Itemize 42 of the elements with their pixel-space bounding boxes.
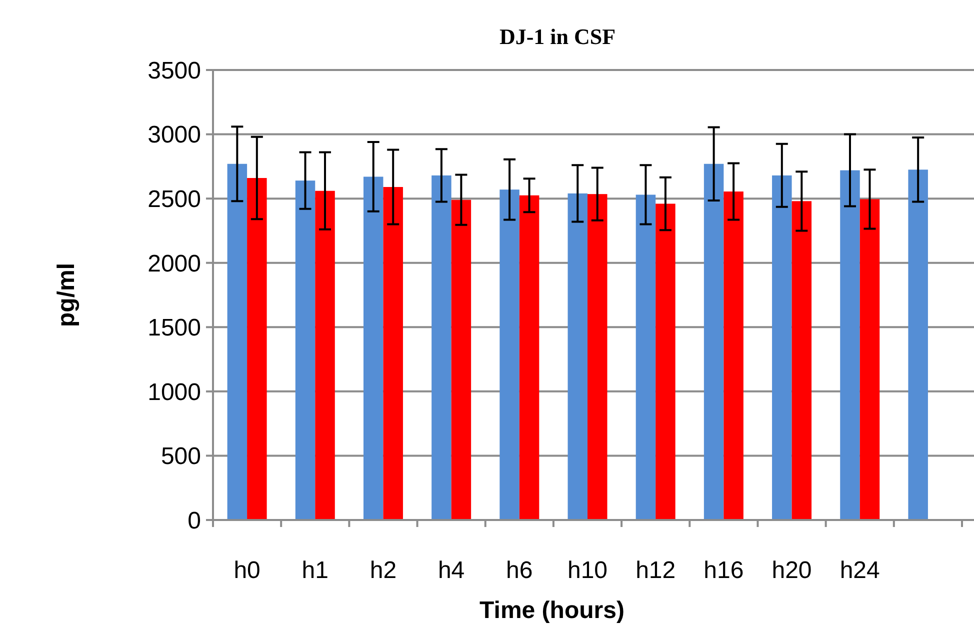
y-tick-label: 2500 [148,186,201,213]
y-axis-title: pg/ml [53,263,80,327]
bar [772,175,792,520]
y-tick-label: 3000 [148,122,201,149]
bar [363,176,384,520]
bar [588,194,608,520]
bar [519,195,540,520]
x-tick-label: h1 [302,557,328,584]
x-tick-label: h10 [567,557,608,584]
x-tick-label: h16 [704,557,744,584]
bar [840,170,860,520]
bar [704,164,724,520]
bar [656,204,676,520]
y-tick-label: 500 [160,443,201,470]
y-tick-label: 1000 [148,378,201,406]
y-tick-label: 2000 [148,250,201,278]
x-tick-label: h6 [506,557,533,584]
bar [315,190,335,520]
x-tick-label: h0 [234,557,260,584]
bar [500,190,520,520]
y-tick-label: 3500 [148,57,201,84]
x-tick-label: h2 [370,557,397,584]
x-tick-label: h12 [636,557,676,584]
bar [432,175,452,520]
x-tick-label: h20 [772,557,812,584]
bar [295,180,316,520]
x-axis-title: Time (hours) [480,597,624,624]
bar [451,200,472,520]
bar [860,199,880,520]
bar [792,201,812,520]
bar [568,193,588,520]
bar [227,164,248,520]
bar [383,187,403,520]
bar [247,178,267,520]
x-tick-label: h4 [438,557,465,584]
y-tick-label: 1500 [148,314,201,342]
y-tick-label: 0 [188,507,201,534]
bar [724,192,744,520]
bar [908,170,928,520]
x-tick-label: h24 [840,557,880,584]
chart-title: DJ-1 in CSF [499,24,616,49]
bar [636,194,656,520]
